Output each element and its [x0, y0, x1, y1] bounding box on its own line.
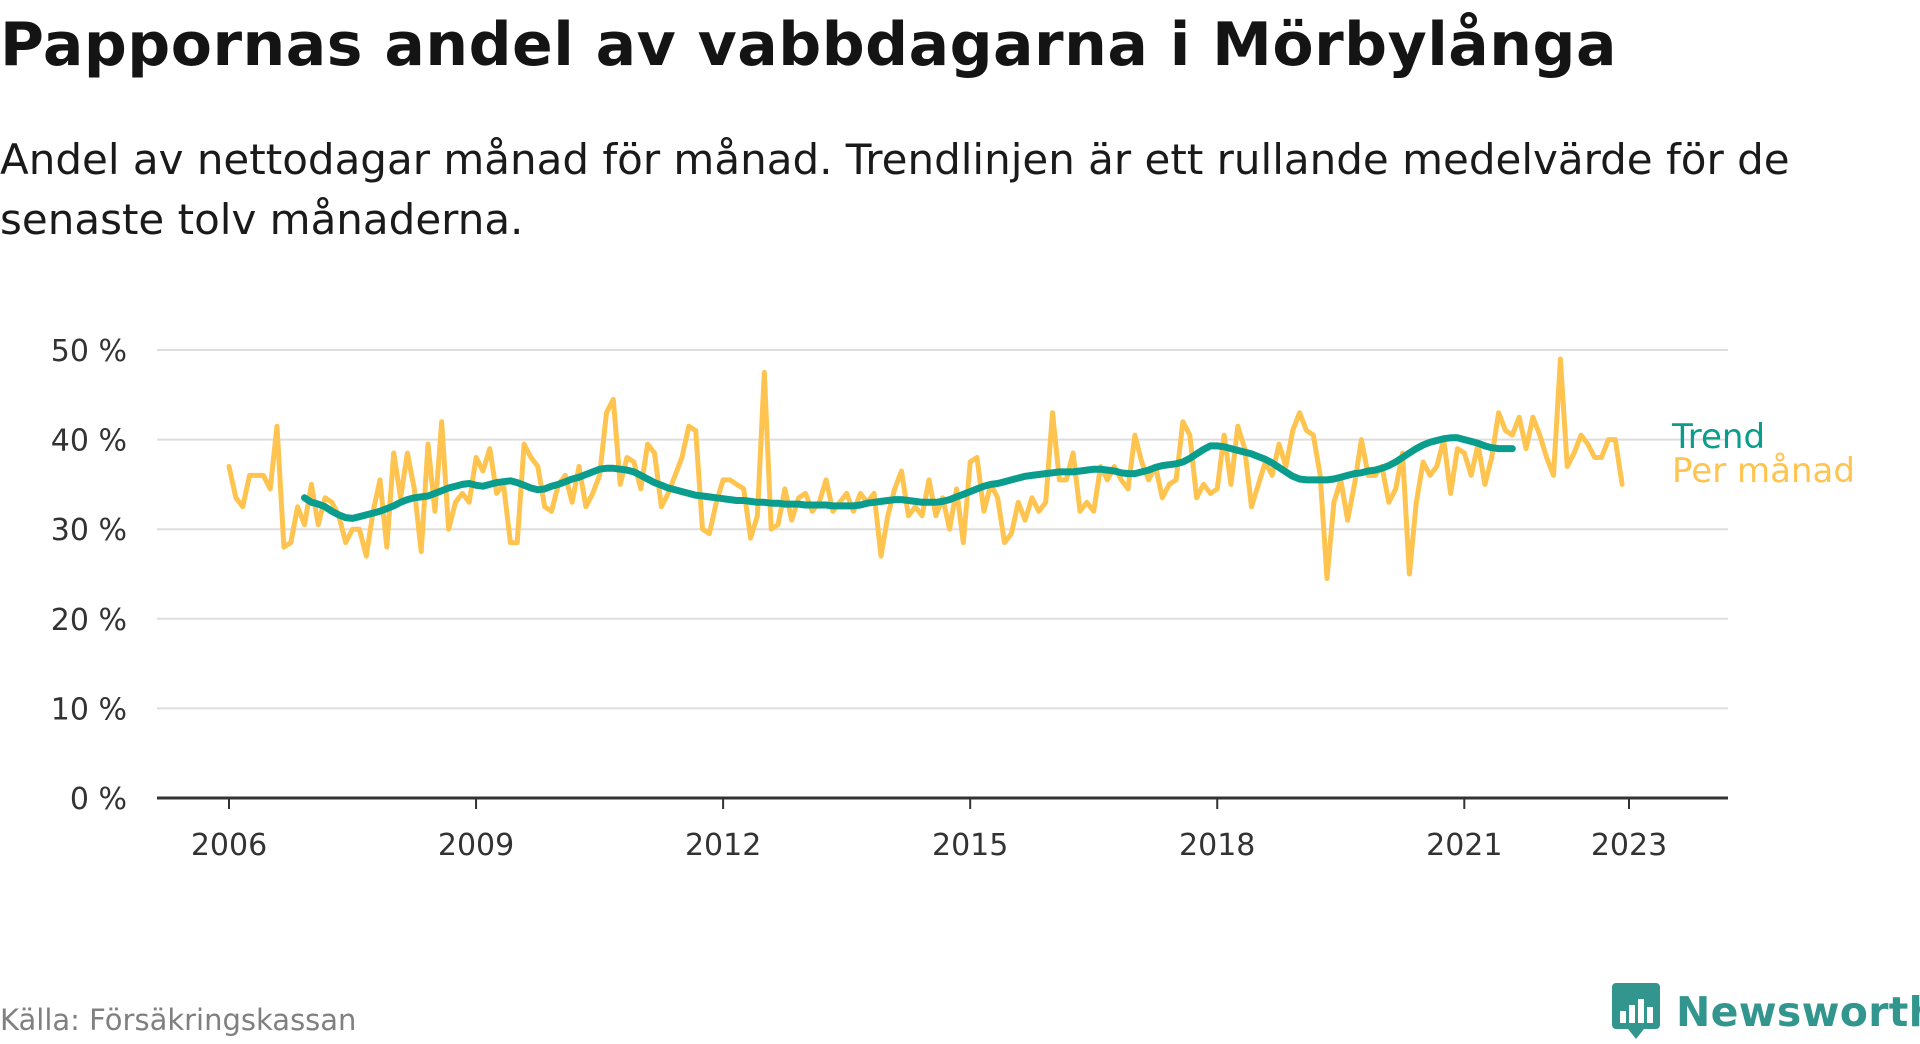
y-tick-label: 50 %	[51, 334, 127, 369]
trend-series-line	[301, 434, 1516, 522]
source-credit: Källa: Försäkringskassan	[0, 1003, 357, 1037]
legend-label-monthly: Per månad	[1672, 451, 1855, 491]
y-axis-tick-labels: 0 % 10 % 20 % 30 % 40 % 50 %	[51, 334, 127, 817]
newsworthy-logo-icon	[1612, 983, 1660, 1039]
x-axis-ticks: 2006 2009 2012 2015 2018 2021 2023	[191, 798, 1667, 863]
x-tick-label: 2012	[685, 828, 761, 863]
chart-subtitle: Andel av nettodagar månad för månad. Tre…	[0, 135, 1790, 244]
series-lines	[226, 356, 1625, 581]
x-tick-label: 2009	[438, 828, 514, 863]
chart-title: Pappornas andel av vabbdagarna i Mörbylå…	[0, 10, 1617, 80]
y-tick-label: 10 %	[51, 692, 127, 727]
brand-logo: Newsworthy	[1610, 980, 1920, 1044]
legend-label-trend: Trend	[1671, 417, 1765, 457]
y-tick-label: 30 %	[51, 513, 127, 548]
x-tick-label: 2021	[1426, 828, 1502, 863]
x-tick-label: 2006	[191, 828, 267, 863]
x-tick-label: 2018	[1179, 828, 1255, 863]
y-tick-label: 20 %	[51, 603, 127, 638]
x-tick-label: 2023	[1591, 828, 1667, 863]
monthly-series-line	[226, 356, 1625, 581]
x-tick-label: 2015	[932, 828, 1008, 863]
y-tick-label: 40 %	[51, 424, 127, 459]
brand-name: Newsworthy	[1676, 988, 1920, 1036]
gridlines	[157, 349, 1728, 710]
y-tick-label: 0 %	[70, 782, 127, 817]
